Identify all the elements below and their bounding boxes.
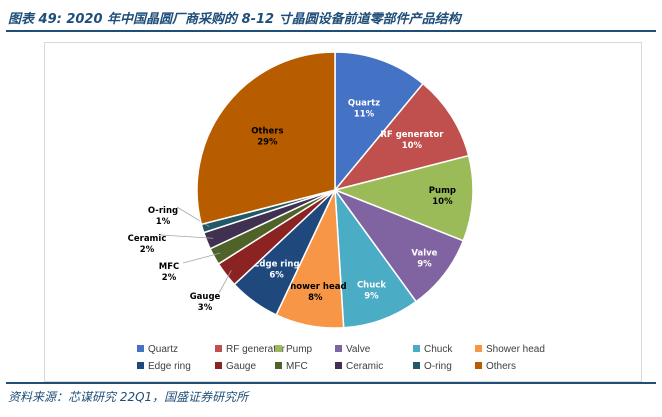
source-note: 资料来源：芯谋研究 22Q1，国盛证券研究所	[8, 390, 249, 404]
legend-swatch-pump	[275, 345, 282, 352]
legend-label-chuck: Chuck	[424, 344, 453, 355]
slice-label-gauge: Gauge 3%	[190, 292, 221, 313]
legend-swatch-ceramic	[335, 362, 342, 369]
slice-label-others: Others 29%	[251, 127, 283, 148]
legend-label-others: Others	[486, 361, 516, 372]
legend-label-valve: Valve	[346, 344, 371, 355]
slice-label-ceramic: Ceramic 2%	[128, 234, 167, 255]
legend-label-quartz: Quartz	[148, 344, 178, 355]
figure-title: 图表 49: 2020 年中国晶圆厂商采购的 8-12 寸晶圆设备前道零部件产品…	[8, 12, 461, 27]
slice-label-rf-generator: RF generator 10%	[380, 130, 444, 151]
legend-label-shower-head: Shower head	[486, 344, 545, 355]
legend-swatch-gauge	[215, 362, 222, 369]
pie-slice-rf-generator	[332, 82, 470, 192]
slice-label-o-ring: O-ring 1%	[148, 206, 178, 227]
legend-label-rf-generator: RF generator	[226, 344, 286, 355]
legend-label-ceramic: Ceramic	[346, 361, 383, 372]
legend-swatch-rf-generator	[215, 345, 222, 352]
slice-label-valve: Valve 9%	[411, 248, 437, 269]
leader-line-gauge	[218, 270, 232, 294]
chart-area: Quartz 11% RF generator 10% Pump 10% Valve 9% Ch…	[44, 42, 642, 382]
pie-slice-others	[196, 51, 336, 226]
pie-chart: Quartz 11%RF generator 10% Pump 10% Valve 9% Ch…	[128, 51, 545, 372]
slice-label-chuck: Chuck 9%	[357, 280, 386, 301]
legend-label-pump: Pump	[286, 344, 313, 355]
leader-line-mfc	[182, 252, 221, 264]
legend-label-mfc: MFC	[286, 361, 308, 372]
legend-label-gauge: Gauge	[226, 361, 256, 372]
legend-swatch-others	[475, 362, 482, 369]
pie-slice-quartz	[334, 51, 425, 193]
slice-label-quartz: Quartz 11%	[348, 98, 380, 119]
legend-swatch-chuck	[413, 345, 420, 352]
slice-label-mfc: MFC 2%	[159, 262, 180, 283]
legend-swatch-shower-head	[475, 345, 482, 352]
slice-label-pump: Pump 10%	[429, 186, 456, 207]
figure-footer: 资料来源：芯谋研究 22Q1，国盛证券研究所	[6, 382, 656, 414]
slice-label-shower-head: Shower head 8%	[284, 282, 346, 303]
pie-slice-pump	[332, 154, 474, 242]
legend-swatch-o-ring	[413, 362, 420, 369]
legend-swatch-quartz	[137, 345, 144, 352]
legend-label-o-ring: O-ring	[424, 361, 452, 372]
legend-swatch-edge-ring	[137, 362, 144, 369]
legend-swatch-valve	[335, 345, 342, 352]
slice-label-edge-ring: Edge ring 6%	[254, 259, 300, 280]
legend-label-edge-ring: Edge ring	[148, 361, 191, 372]
legend-swatch-mfc	[275, 362, 282, 369]
figure-header: 图表 49: 2020 年中国晶圆厂商采购的 8-12 寸晶圆设备前道零部件产品…	[6, 4, 656, 32]
leader-line-ceramic	[160, 234, 214, 239]
